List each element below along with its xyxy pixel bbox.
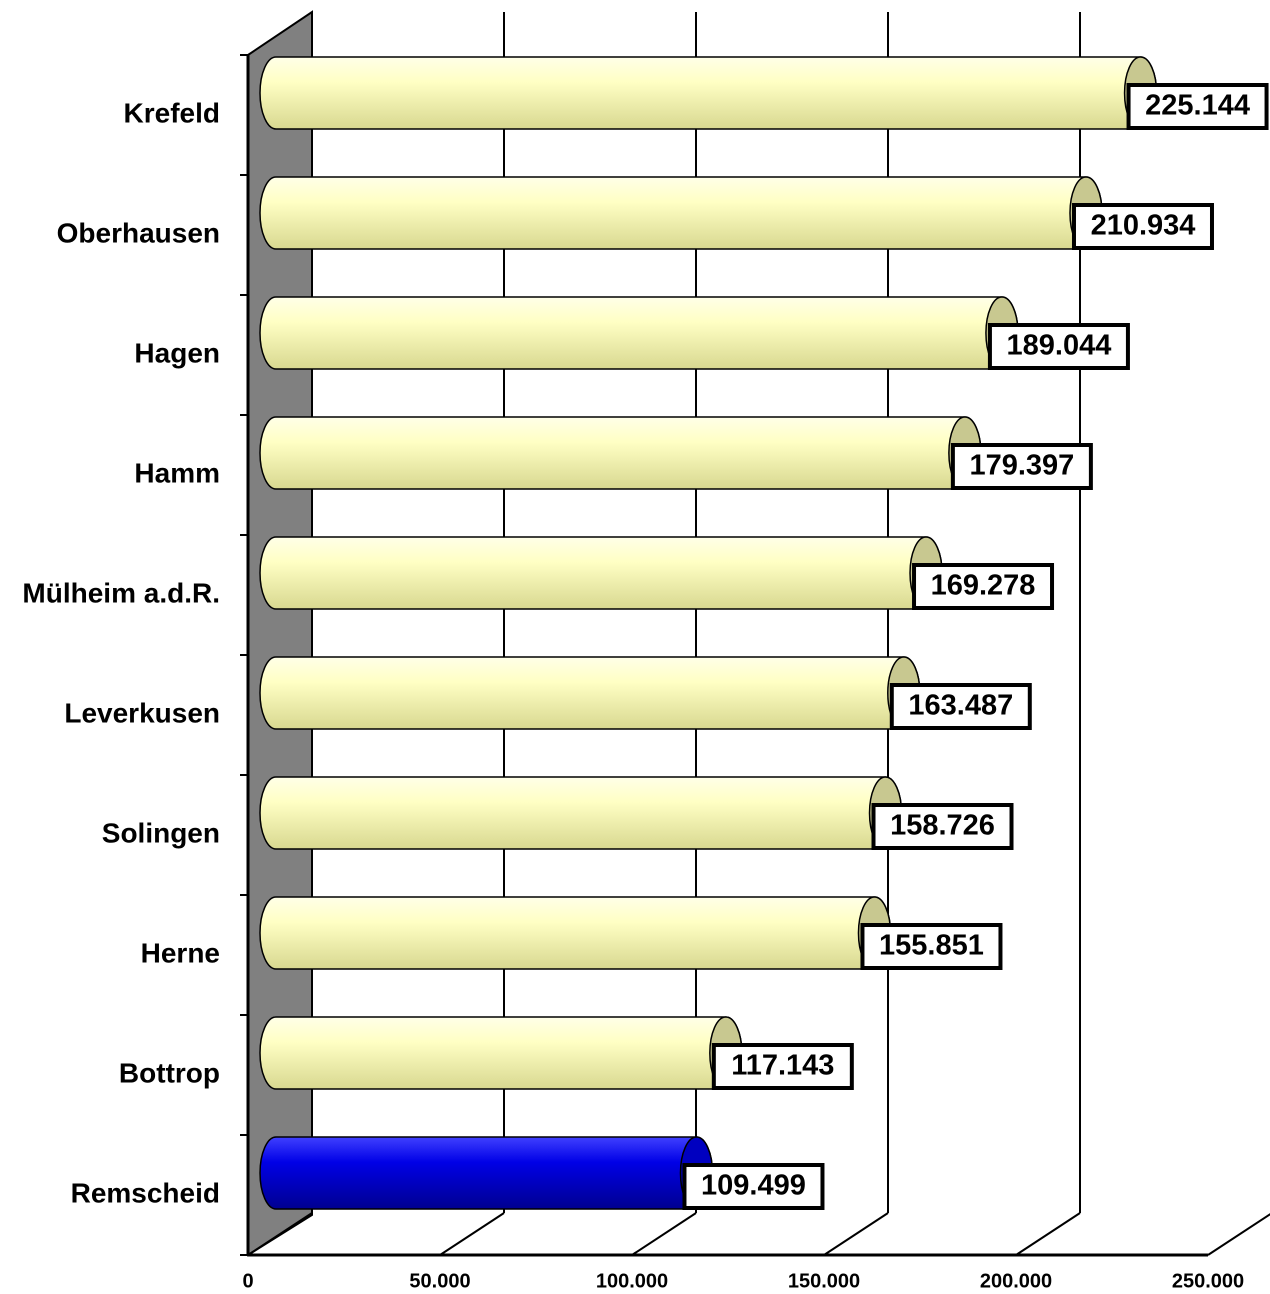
y-tick-label: Herne [141, 937, 220, 968]
value-label-box [711, 1043, 854, 1090]
y-tick-label: Solingen [102, 817, 220, 848]
value-label-box [889, 683, 1032, 730]
value-label-box [1071, 203, 1214, 250]
value-label: 158.726 [890, 810, 995, 842]
value-label: 155.851 [879, 930, 984, 962]
x-tick-label: 50.000 [409, 1270, 470, 1292]
y-tick-label: Remscheid [71, 1177, 220, 1208]
value-label: 210.934 [1091, 210, 1196, 242]
value-label: 169.278 [931, 570, 1036, 602]
value-label-box [987, 323, 1130, 370]
bar [259, 416, 982, 490]
value-label-box [950, 443, 1093, 490]
floor-line [1015, 1212, 1081, 1256]
floor-line [823, 1212, 889, 1256]
bar [259, 1136, 714, 1210]
floor-line [247, 1212, 313, 1256]
value-label: 163.487 [908, 690, 1013, 722]
floor-line [1207, 1213, 1270, 1256]
value-label-box [682, 1163, 825, 1210]
value-label: 117.143 [731, 1050, 834, 1082]
value-label: 189.044 [1007, 330, 1112, 362]
floor-line [631, 1212, 697, 1256]
y-tick-label: Oberhausen [57, 217, 220, 248]
bar [259, 896, 892, 970]
value-label: 225.144 [1145, 90, 1250, 122]
value-label-box [871, 803, 1014, 850]
y-tick-label: Krefeld [124, 97, 220, 128]
bar [259, 1016, 743, 1090]
y-tick-label: Hagen [134, 337, 220, 368]
bar [259, 776, 903, 850]
x-tick-label: 200.000 [980, 1270, 1052, 1292]
y-tick-label: Leverkusen [64, 697, 220, 728]
value-label: 179.397 [969, 450, 1074, 482]
bar [259, 656, 921, 730]
x-tick-label: 0 [242, 1270, 253, 1292]
value-label-box [860, 923, 1003, 970]
bar [259, 536, 943, 610]
y-tick-label: Bottrop [119, 1057, 220, 1088]
bar [259, 56, 1158, 130]
value-label-box [1126, 83, 1269, 130]
floor-line [439, 1212, 505, 1256]
y-tick-label: Mülheim a.d.R. [22, 577, 220, 608]
x-tick-label: 100.000 [596, 1270, 668, 1292]
bar [259, 296, 1019, 370]
x-tick-label: 150.000 [788, 1270, 860, 1292]
x-tick-label: 250.000 [1172, 1270, 1244, 1292]
value-label-box [912, 563, 1055, 610]
bar [259, 176, 1103, 250]
y-tick-label: Hamm [134, 457, 220, 488]
value-label: 109.499 [701, 1170, 806, 1202]
